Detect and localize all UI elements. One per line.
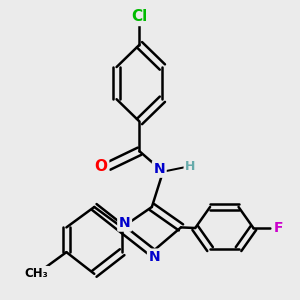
Text: O: O	[94, 159, 108, 174]
Text: CH₃: CH₃	[25, 267, 49, 280]
Text: N: N	[119, 216, 130, 230]
Text: F: F	[273, 221, 283, 235]
Text: N: N	[148, 250, 160, 264]
Text: H: H	[185, 160, 195, 172]
Text: Cl: Cl	[131, 9, 148, 24]
Text: N: N	[154, 162, 165, 176]
